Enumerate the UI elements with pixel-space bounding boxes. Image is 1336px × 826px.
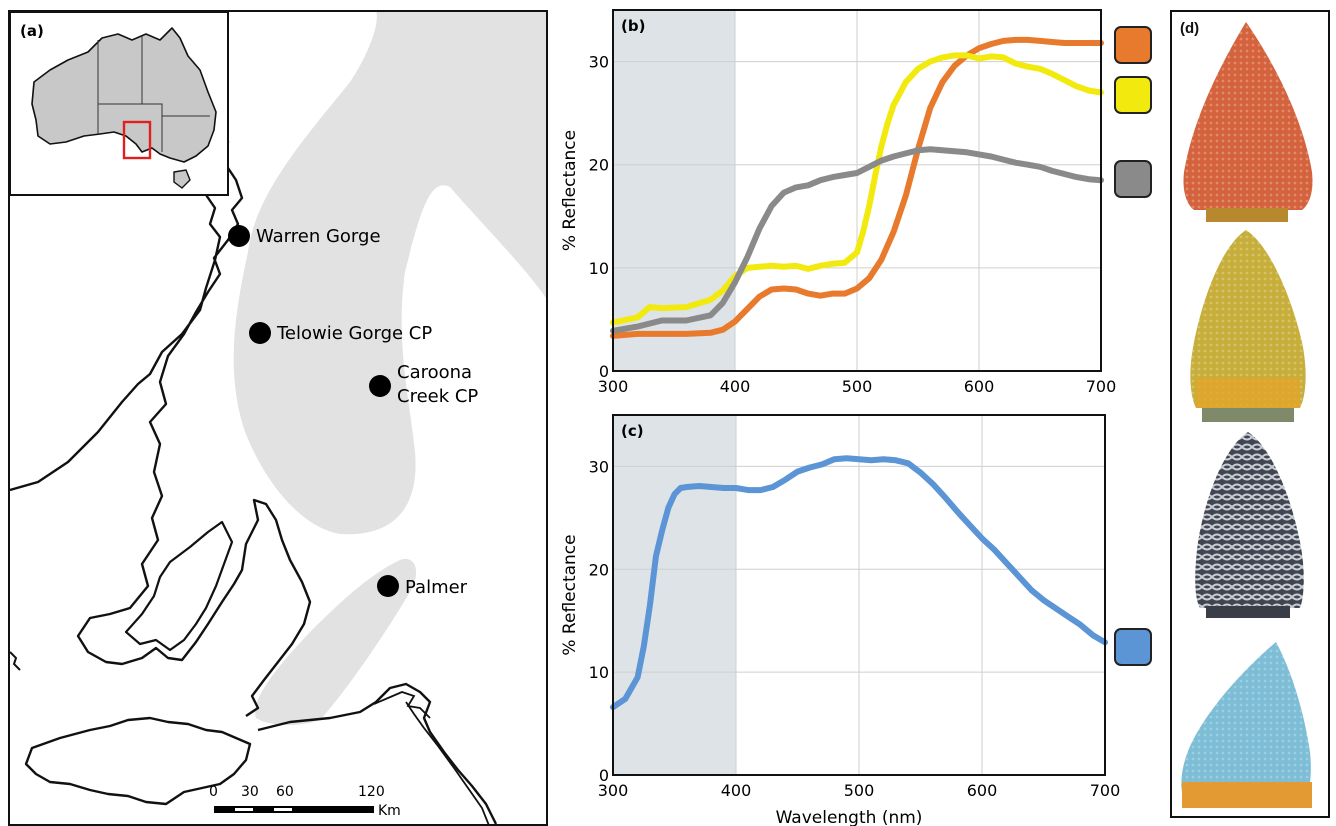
scale-tick: 0 — [209, 784, 218, 800]
site-telowie-gorge: Telowie Gorge CP — [249, 322, 432, 344]
lagoon-coast — [373, 691, 431, 719]
site-label: Caroona — [397, 362, 472, 383]
y-tick-label: 0 — [599, 362, 609, 381]
australia-outline — [31, 27, 217, 163]
site-palmer: Palmer — [377, 575, 468, 598]
site-warren-gorge: Warren Gorge — [228, 225, 381, 247]
coastline-inner — [124, 520, 234, 652]
scale-bar: 0 30 60 120 Km — [209, 784, 401, 819]
coastline-fragment — [10, 651, 21, 671]
swatch-blue — [1114, 628, 1152, 666]
photo-panel: (d) — [1170, 10, 1330, 818]
panel-label-b: (b) — [621, 17, 645, 35]
state-borders — [97, 36, 210, 152]
coastline-east — [257, 682, 498, 824]
panel-a-label: (a) — [20, 22, 44, 40]
orange-head-photo — [1183, 22, 1313, 222]
scale-tick: 60 — [276, 784, 294, 800]
x-tick-label: 300 — [598, 781, 629, 800]
x-tick-label: 700 — [1090, 781, 1121, 800]
series-line-c-0 — [610, 455, 1108, 711]
x-tick-label: 300 — [598, 377, 629, 396]
site-label: Warren Gorge — [256, 226, 381, 247]
site-marker — [228, 225, 250, 247]
panel-label-c: (c) — [621, 422, 644, 440]
site-label: Telowie Gorge CP — [276, 323, 432, 344]
x-tick-label: 500 — [842, 377, 873, 396]
study-area-box — [122, 120, 152, 160]
map-svg: (a) Warren Gorge Telowie Gorge CP Caroon… — [10, 12, 546, 824]
australia-inset — [10, 12, 229, 196]
x-tick-label: 700 — [1086, 377, 1117, 396]
scale-tick: 30 — [241, 784, 259, 800]
x-axis-label: Wavelength (nm) — [776, 808, 923, 826]
site-label: Creek CP — [397, 386, 478, 407]
x-tick-label: 600 — [964, 377, 995, 396]
y-axis-label: % Reflectance — [560, 130, 580, 251]
coastline-west — [10, 70, 312, 717]
uv-region-c — [613, 415, 736, 775]
gray-head-photo — [1195, 432, 1304, 618]
lizard-heads — [1181, 22, 1313, 808]
panel-d-label: (d) — [1180, 20, 1200, 37]
swatch-orange — [1114, 26, 1152, 64]
kangaroo-island — [24, 716, 252, 806]
tasmania — [173, 169, 191, 189]
plot-frame-b — [612, 9, 1102, 372]
y-tick-label: 20 — [589, 156, 609, 175]
series-line-b-0 — [610, 36, 1104, 339]
uv-region-b — [613, 10, 735, 371]
x-tick-label: 500 — [844, 781, 875, 800]
y-tick-label: 10 — [589, 259, 609, 278]
yellow-head-photo — [1190, 230, 1306, 422]
x-tick-label: 400 — [720, 377, 751, 396]
blue-head-photo — [1181, 642, 1312, 808]
site-marker — [377, 575, 399, 597]
y-tick-label: 20 — [589, 560, 609, 579]
y-tick-label: 30 — [589, 457, 609, 476]
plot-frame-c — [612, 414, 1106, 776]
y-tick-label: 0 — [599, 766, 609, 785]
x-tick-label: 400 — [721, 781, 752, 800]
site-marker — [369, 375, 391, 397]
site-label: Palmer — [405, 577, 468, 598]
x-tick-label: 600 — [967, 781, 998, 800]
series-line-b-1 — [610, 52, 1104, 326]
series-line-b-2 — [610, 146, 1104, 334]
y-axis-label: % Reflectance — [560, 534, 580, 655]
scale-unit: Km — [378, 803, 401, 819]
swatch-gray — [1114, 160, 1152, 198]
site-marker — [249, 322, 271, 344]
y-tick-label: 30 — [589, 53, 609, 72]
distribution-region — [233, 12, 546, 535]
scale-tick: 120 — [358, 784, 385, 800]
swatch-yellow — [1114, 76, 1152, 114]
site-caroona-creek: Caroona Creek CP — [369, 362, 478, 407]
distribution-region-south — [255, 558, 417, 726]
y-tick-label: 10 — [589, 663, 609, 682]
coastline-east-2 — [405, 701, 490, 824]
map-panel: (a) Warren Gorge Telowie Gorge CP Caroon… — [8, 10, 548, 826]
